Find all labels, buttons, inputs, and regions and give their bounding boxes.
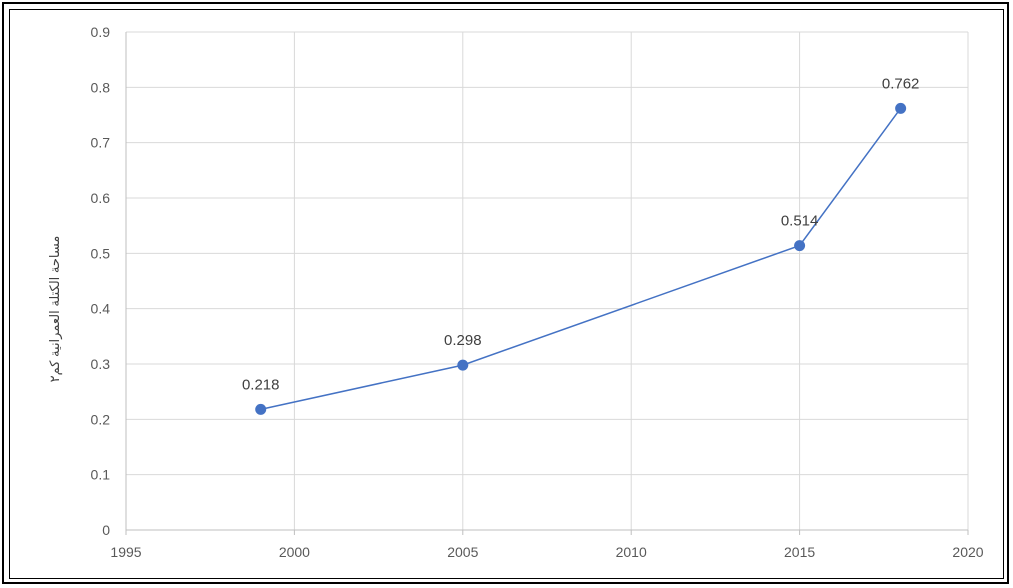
data-point: [794, 240, 806, 252]
y-tick-label: 0.4: [91, 301, 111, 317]
data-label: 0.514: [781, 213, 819, 230]
data-point: [457, 359, 469, 371]
series-line-group: [255, 102, 907, 415]
y-tick-label: 0.2: [91, 411, 111, 427]
data-point: [255, 403, 267, 415]
axes: [125, 32, 969, 535]
data-label: 0.762: [882, 75, 920, 92]
y-tick-labels: 0 0.1 0.2 0.3 0.4 0.5 0.6 0.7 0.8 0.9: [91, 24, 111, 538]
gridlines: [126, 31, 969, 530]
y-tick-label: 0.3: [91, 356, 111, 372]
x-tick-label: 1995: [110, 544, 141, 560]
data-label: 0.218: [242, 376, 280, 393]
y-tick-label: 0.9: [91, 24, 111, 40]
x-tick-label: 2010: [616, 544, 647, 560]
x-tick-label: 2005: [447, 544, 478, 560]
y-tick-label: 0.5: [91, 245, 111, 261]
series-line: [260, 107, 902, 411]
x-tick-label: 2020: [952, 544, 983, 560]
data-label: 0.298: [444, 332, 482, 349]
x-tick-label: 2015: [784, 544, 815, 560]
y-axis-title: مساحة الكتلة العمرانية كم٢: [47, 236, 63, 383]
y-tick-label: 0.1: [91, 467, 111, 483]
y-tick-label: 0.7: [91, 135, 111, 151]
x-tick-labels: 1995 2000 2005 2010 2015 2020: [110, 544, 983, 560]
y-tick-label: 0: [102, 522, 110, 538]
y-tick-label: 0.8: [91, 79, 111, 95]
inner-frame: [9, 9, 1004, 579]
data-point: [895, 102, 907, 114]
data-labels: 0.218 0.298 0.514 0.762: [242, 75, 919, 393]
y-tick-label: 0.6: [91, 190, 111, 206]
x-tick-label: 2000: [279, 544, 310, 560]
